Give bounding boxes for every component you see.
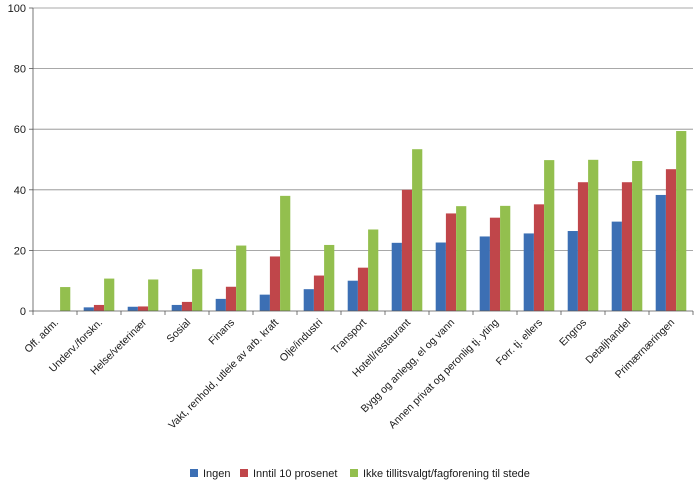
bar-inntil-10-prosenet-6 [313, 275, 325, 311]
bar-inntil-10-prosenet-5 [269, 256, 281, 311]
legend-swatch [350, 469, 358, 477]
bar-inntil-10-prosenet-9 [445, 213, 457, 311]
bar-ikke-tillitsvalgt-fagforening-til-stede-3 [192, 269, 203, 311]
bar-ingen-5 [259, 294, 270, 311]
bar-ingen-14 [655, 194, 666, 311]
bar-ikke-tillitsvalgt-fagforening-til-stede-8 [412, 149, 423, 311]
y-tick-label: 0 [20, 306, 26, 318]
bar-ingen-7 [347, 280, 358, 311]
bar-ingen-1 [83, 307, 94, 311]
category-label: Engros [557, 317, 589, 349]
bar-ingen-4 [215, 298, 226, 311]
bar-ikke-tillitsvalgt-fagforening-til-stede-1 [104, 278, 115, 311]
y-tick-label: 40 [14, 185, 26, 197]
bar-inntil-10-prosenet-11 [533, 204, 545, 311]
category-label: Finans [206, 317, 237, 348]
y-tick-labels: 0 20 40 60 80 100 [8, 3, 26, 318]
bar-ingen-9 [435, 242, 446, 311]
bar-ingen-10 [479, 236, 490, 311]
legend-label: Ikke tillitsvalgt/fagforening til stede [363, 468, 530, 480]
bar-ikke-tillitsvalgt-fagforening-til-stede-14 [676, 131, 687, 311]
bar-inntil-10-prosenet-10 [489, 217, 501, 311]
legend-label: Ingen [203, 468, 231, 480]
bar-inntil-10-prosenet-4 [225, 286, 237, 311]
bar-ikke-tillitsvalgt-fagforening-til-stede-7 [368, 229, 379, 311]
bar-ikke-tillitsvalgt-fagforening-til-stede-5 [280, 195, 291, 311]
category-label: Transport [329, 317, 369, 357]
bar-inntil-10-prosenet-2 [137, 306, 149, 311]
legend-swatch [240, 469, 248, 477]
bar-ikke-tillitsvalgt-fagforening-til-stede-6 [324, 244, 335, 311]
bar-ingen-3 [171, 304, 182, 311]
bar-ikke-tillitsvalgt-fagforening-til-stede-2 [148, 279, 159, 311]
bar-ikke-tillitsvalgt-fagforening-til-stede-4 [236, 245, 247, 311]
bar-ingen-2 [127, 306, 138, 311]
legend: Ingen Inntil 10 prosenet Ikke tillitsvalgt… [190, 468, 530, 480]
bar-ingen-6 [303, 289, 314, 311]
bar-inntil-10-prosenet-13 [621, 182, 633, 311]
y-tick-label: 60 [14, 124, 26, 136]
category-label: Sosial [164, 317, 193, 346]
category-labels: Off. adm.Underv./forskn.Helse/veterinær S… [22, 316, 677, 431]
category-label: Olje/industri [277, 317, 325, 365]
bar-ingen-8 [391, 242, 402, 311]
bar-ikke-tillitsvalgt-fagforening-til-stede-13 [632, 161, 643, 311]
bar-ikke-tillitsvalgt-fagforening-til-stede-12 [588, 159, 599, 311]
y-tick-label: 80 [14, 64, 26, 76]
bar-ingen-11 [523, 233, 534, 311]
bar-ikke-tillitsvalgt-fagforening-til-stede-0 [60, 287, 71, 311]
y-tick-label: 100 [8, 3, 26, 15]
bar-inntil-10-prosenet-1 [93, 304, 105, 311]
bar-ikke-tillitsvalgt-fagforening-til-stede-11 [544, 160, 555, 311]
bar-inntil-10-prosenet-12 [577, 182, 589, 311]
bar-inntil-10-prosenet-8 [401, 189, 413, 311]
category-label: Forr. tj. ellers [494, 317, 545, 368]
bar-inntil-10-prosenet-7 [357, 267, 369, 311]
bar-inntil-10-prosenet-3 [181, 301, 193, 311]
y-tick-label: 20 [14, 245, 26, 257]
category-label: Off. adm. [22, 317, 61, 356]
axes [29, 7, 694, 315]
bar-ikke-tillitsvalgt-fagforening-til-stede-10 [500, 205, 511, 311]
legend-label: Inntil 10 prosenet [253, 468, 337, 480]
bar-ingen-12 [567, 231, 578, 311]
bar-inntil-10-prosenet-14 [665, 169, 677, 311]
bars [60, 131, 687, 311]
legend-swatch [190, 469, 198, 477]
bar-ikke-tillitsvalgt-fagforening-til-stede-9 [456, 206, 467, 311]
bar-ingen-13 [611, 221, 622, 311]
